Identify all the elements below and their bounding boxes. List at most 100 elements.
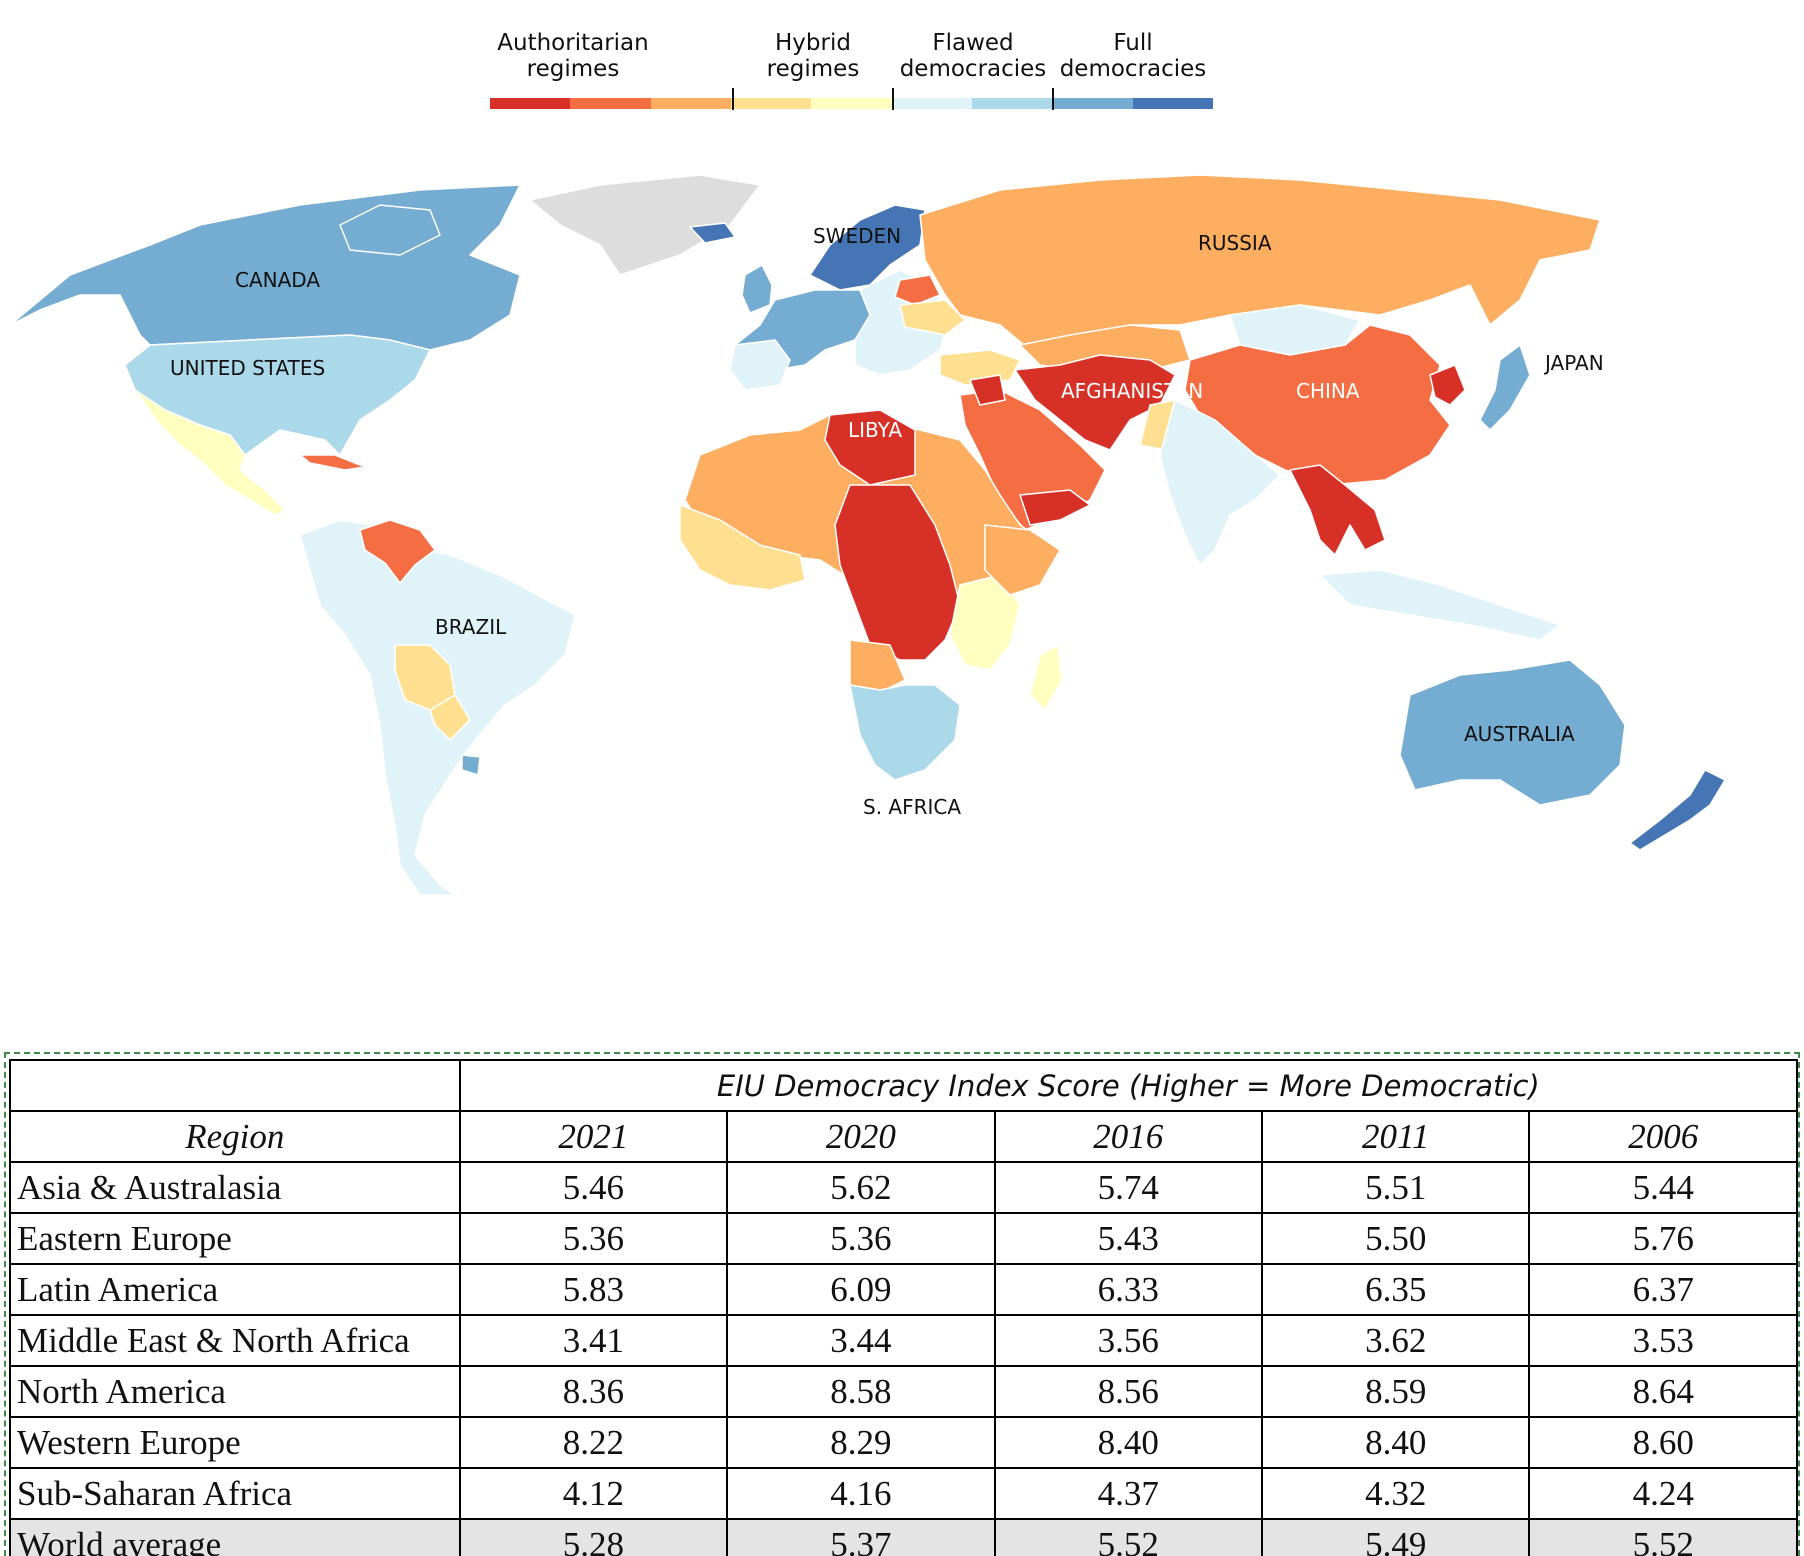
- region-yemen: [1019, 489, 1091, 526]
- score-cell: 3.53: [1528, 1314, 1798, 1367]
- map-label-sweden: SWEDEN: [813, 224, 901, 248]
- legend-divider: [732, 88, 734, 110]
- score-cell: 5.46: [458, 1161, 729, 1214]
- region-cell: Latin America: [9, 1263, 461, 1316]
- score-cell: 8.40: [1261, 1416, 1531, 1469]
- score-cell: 6.37: [1528, 1263, 1798, 1316]
- region-ukraine: [899, 299, 966, 336]
- table-row: Middle East & North Africa 3.41 3.44 3.5…: [9, 1314, 1798, 1367]
- score-cell: 8.40: [993, 1416, 1264, 1469]
- year-header: 2021: [458, 1110, 729, 1163]
- score-cell: 5.28: [458, 1518, 729, 1556]
- legend-swatch: [570, 98, 651, 109]
- region-united-states: [124, 334, 431, 456]
- region-venezuela: [359, 519, 436, 584]
- legend-label-hybrid: Hybrid regimes: [766, 30, 860, 82]
- map-label-australia: AUSTRALIA: [1464, 722, 1575, 746]
- score-cell: 8.36: [458, 1365, 729, 1418]
- region-southern-africa: [849, 684, 961, 781]
- table-row: Latin America 5.83 6.09 6.33 6.35 6.37: [9, 1263, 1798, 1316]
- legend-divider: [1052, 88, 1054, 110]
- region-column-header: Region: [9, 1110, 461, 1163]
- legend-label-authoritarian: Authoritarian regimes: [497, 30, 649, 82]
- score-cell: 5.36: [726, 1212, 996, 1265]
- legend-swatch: [971, 98, 1053, 109]
- score-cell: 8.60: [1528, 1416, 1798, 1469]
- score-cell: 4.16: [726, 1467, 996, 1520]
- region-cell: Western Europe: [9, 1416, 461, 1469]
- region-cell: Eastern Europe: [9, 1212, 461, 1265]
- region-uk: [741, 264, 773, 314]
- table-row: North America 8.36 8.58 8.56 8.59 8.64: [9, 1365, 1798, 1418]
- score-cell: 5.43: [993, 1212, 1264, 1265]
- year-header: 2020: [726, 1110, 996, 1163]
- legend-swatch: [891, 98, 972, 109]
- map-label-brazil: BRAZIL: [435, 615, 507, 639]
- region-canada: [339, 204, 441, 256]
- map-label-s-africa: S. AFRICA: [863, 795, 961, 819]
- score-cell: 5.37: [726, 1518, 996, 1556]
- score-cell: 5.49: [1261, 1518, 1531, 1556]
- score-cell: 8.64: [1528, 1365, 1798, 1418]
- legend-swatch: [490, 98, 571, 109]
- legend-label-flawed: Flawed democracies: [899, 30, 1047, 82]
- table-row: Sub-Saharan Africa 4.12 4.16 4.37 4.32 4…: [9, 1467, 1798, 1520]
- score-cell: 3.56: [993, 1314, 1264, 1367]
- region-belarus: [894, 274, 941, 306]
- region-new-zealand: [1629, 769, 1726, 851]
- year-header: 2006: [1528, 1110, 1798, 1163]
- map-label-canada: CANADA: [235, 268, 320, 292]
- score-cell: 5.74: [993, 1161, 1264, 1214]
- score-cell: 6.09: [726, 1263, 996, 1316]
- table-corner-cell: [9, 1059, 461, 1112]
- region-cell: Sub-Saharan Africa: [9, 1467, 461, 1520]
- region-cell: North America: [9, 1365, 461, 1418]
- map-label-afghanistan: AFGHANISTAN: [1061, 379, 1203, 403]
- score-cell: 5.62: [726, 1161, 996, 1214]
- score-cell: 5.50: [1261, 1212, 1531, 1265]
- map-label-russia: RUSSIA: [1198, 231, 1272, 255]
- legend-swatch: [1052, 98, 1133, 109]
- region-cell: World average: [9, 1518, 461, 1556]
- region-iberia: [729, 339, 791, 391]
- region-sahel: [679, 504, 806, 591]
- region-indonesia: [1319, 569, 1561, 641]
- legend-color-bar: [490, 98, 1213, 109]
- score-cell: 4.32: [1261, 1467, 1531, 1520]
- legend-swatch: [650, 98, 731, 109]
- year-header: 2011: [1261, 1110, 1531, 1163]
- region-uruguay: [461, 754, 481, 776]
- score-cell: 8.22: [458, 1416, 729, 1469]
- table-row: Western Europe 8.22 8.29 8.40 8.40 8.60: [9, 1416, 1798, 1469]
- legend-swatch: [1132, 98, 1213, 109]
- score-cell: 5.52: [993, 1518, 1264, 1556]
- region-russia: [919, 174, 1601, 351]
- region-cell: Middle East & North Africa: [9, 1314, 461, 1367]
- map-label-china: CHINA: [1296, 379, 1360, 403]
- region-syria: [969, 374, 1006, 406]
- democracy-index-table: EIU Democracy Index Score (Higher = More…: [9, 1059, 1798, 1556]
- table-row: Eastern Europe 5.36 5.36 5.43 5.50 5.76: [9, 1212, 1798, 1265]
- score-cell: 5.52: [1528, 1518, 1798, 1556]
- region-central-africa: [834, 484, 961, 661]
- score-cell: 3.62: [1261, 1314, 1531, 1367]
- score-cell: 8.58: [726, 1365, 996, 1418]
- score-cell: 5.76: [1528, 1212, 1798, 1265]
- score-cell: 5.83: [458, 1263, 729, 1316]
- map-label-libya: LIBYA: [848, 418, 902, 442]
- democracy-index-table-frame: EIU Democracy Index Score (Higher = More…: [4, 1052, 1800, 1556]
- region-cuba: [299, 454, 366, 471]
- table-row-world-average: World average 5.28 5.37 5.52 5.49 5.52: [9, 1518, 1798, 1556]
- region-australia: [1399, 659, 1626, 806]
- region-india: [1159, 399, 1281, 566]
- legend-swatch: [811, 98, 892, 109]
- legend-divider: [892, 88, 894, 110]
- score-cell: 5.44: [1528, 1161, 1798, 1214]
- score-cell: 6.33: [993, 1263, 1264, 1316]
- regime-legend: Authoritarian regimes Hybrid regimes Flawe…: [490, 30, 1230, 120]
- table-title: EIU Democracy Index Score (Higher = More…: [458, 1059, 1798, 1112]
- table-row: Asia & Australasia 5.46 5.62 5.74 5.51 5…: [9, 1161, 1798, 1214]
- year-header: 2016: [993, 1110, 1264, 1163]
- region-libya: [824, 409, 916, 486]
- score-cell: 3.41: [458, 1314, 729, 1367]
